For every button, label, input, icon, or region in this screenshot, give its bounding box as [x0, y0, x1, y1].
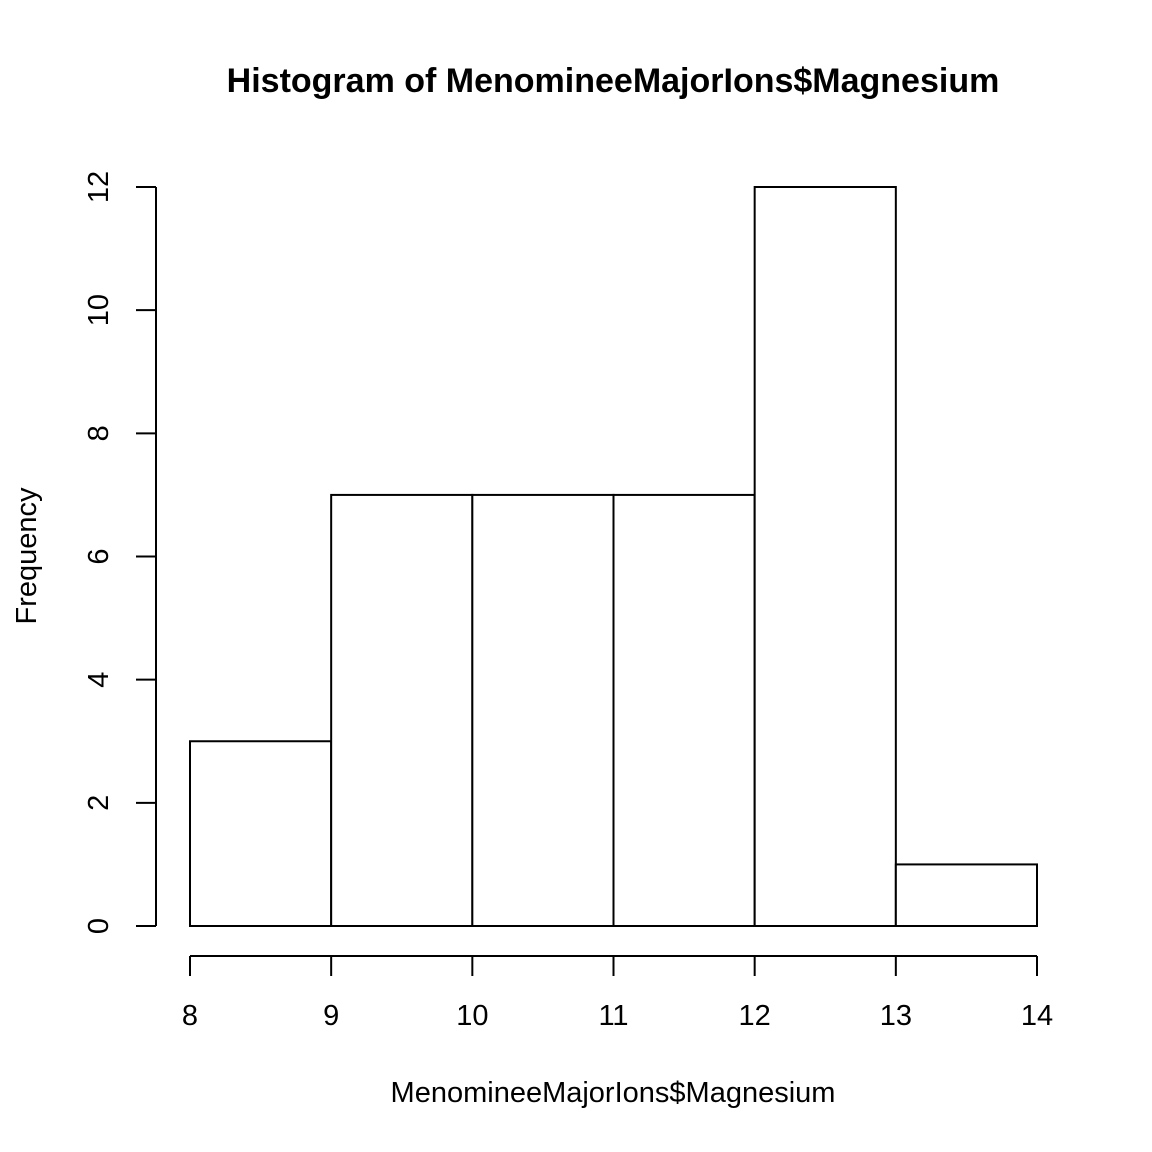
x-tick-label: 9 — [323, 1000, 339, 1032]
x-tick-label: 10 — [456, 1000, 488, 1032]
x-axis-label: MenomineeMajorIons$Magnesium — [391, 1077, 836, 1109]
y-tick-label: 0 — [83, 918, 115, 934]
histogram-bar-11-12 — [612, 493, 756, 927]
histogram-bar-10-11 — [471, 493, 615, 927]
y-tick-label: 12 — [83, 171, 115, 203]
y-axis: 0 2 4 6 8 10 12 — [83, 171, 157, 934]
x-tick-label: 14 — [1021, 1000, 1053, 1032]
y-axis-label: Frequency — [11, 487, 43, 625]
y-tick-label: 2 — [83, 795, 115, 811]
histogram-bar-12-13 — [753, 186, 897, 927]
x-tick-label: 8 — [182, 1000, 198, 1032]
x-tick-label: 12 — [739, 1000, 771, 1032]
chart-title: Histogram of MenomineeMajorIons$Magnesiu… — [227, 62, 1000, 100]
x-tick-label: 11 — [598, 1000, 628, 1032]
histogram-bar-8-9 — [189, 740, 333, 927]
y-tick-label: 4 — [83, 672, 115, 688]
y-tick-label: 6 — [83, 548, 115, 564]
histogram-bar-9-10 — [330, 493, 474, 927]
histogram-bar-13-14 — [894, 863, 1038, 928]
y-tick-label: 10 — [83, 294, 115, 326]
bars-group — [189, 186, 1038, 928]
x-tick-label: 13 — [880, 1000, 912, 1032]
y-tick-label: 8 — [83, 425, 115, 441]
x-axis: 8 9 10 11 12 13 14 — [182, 955, 1053, 1032]
